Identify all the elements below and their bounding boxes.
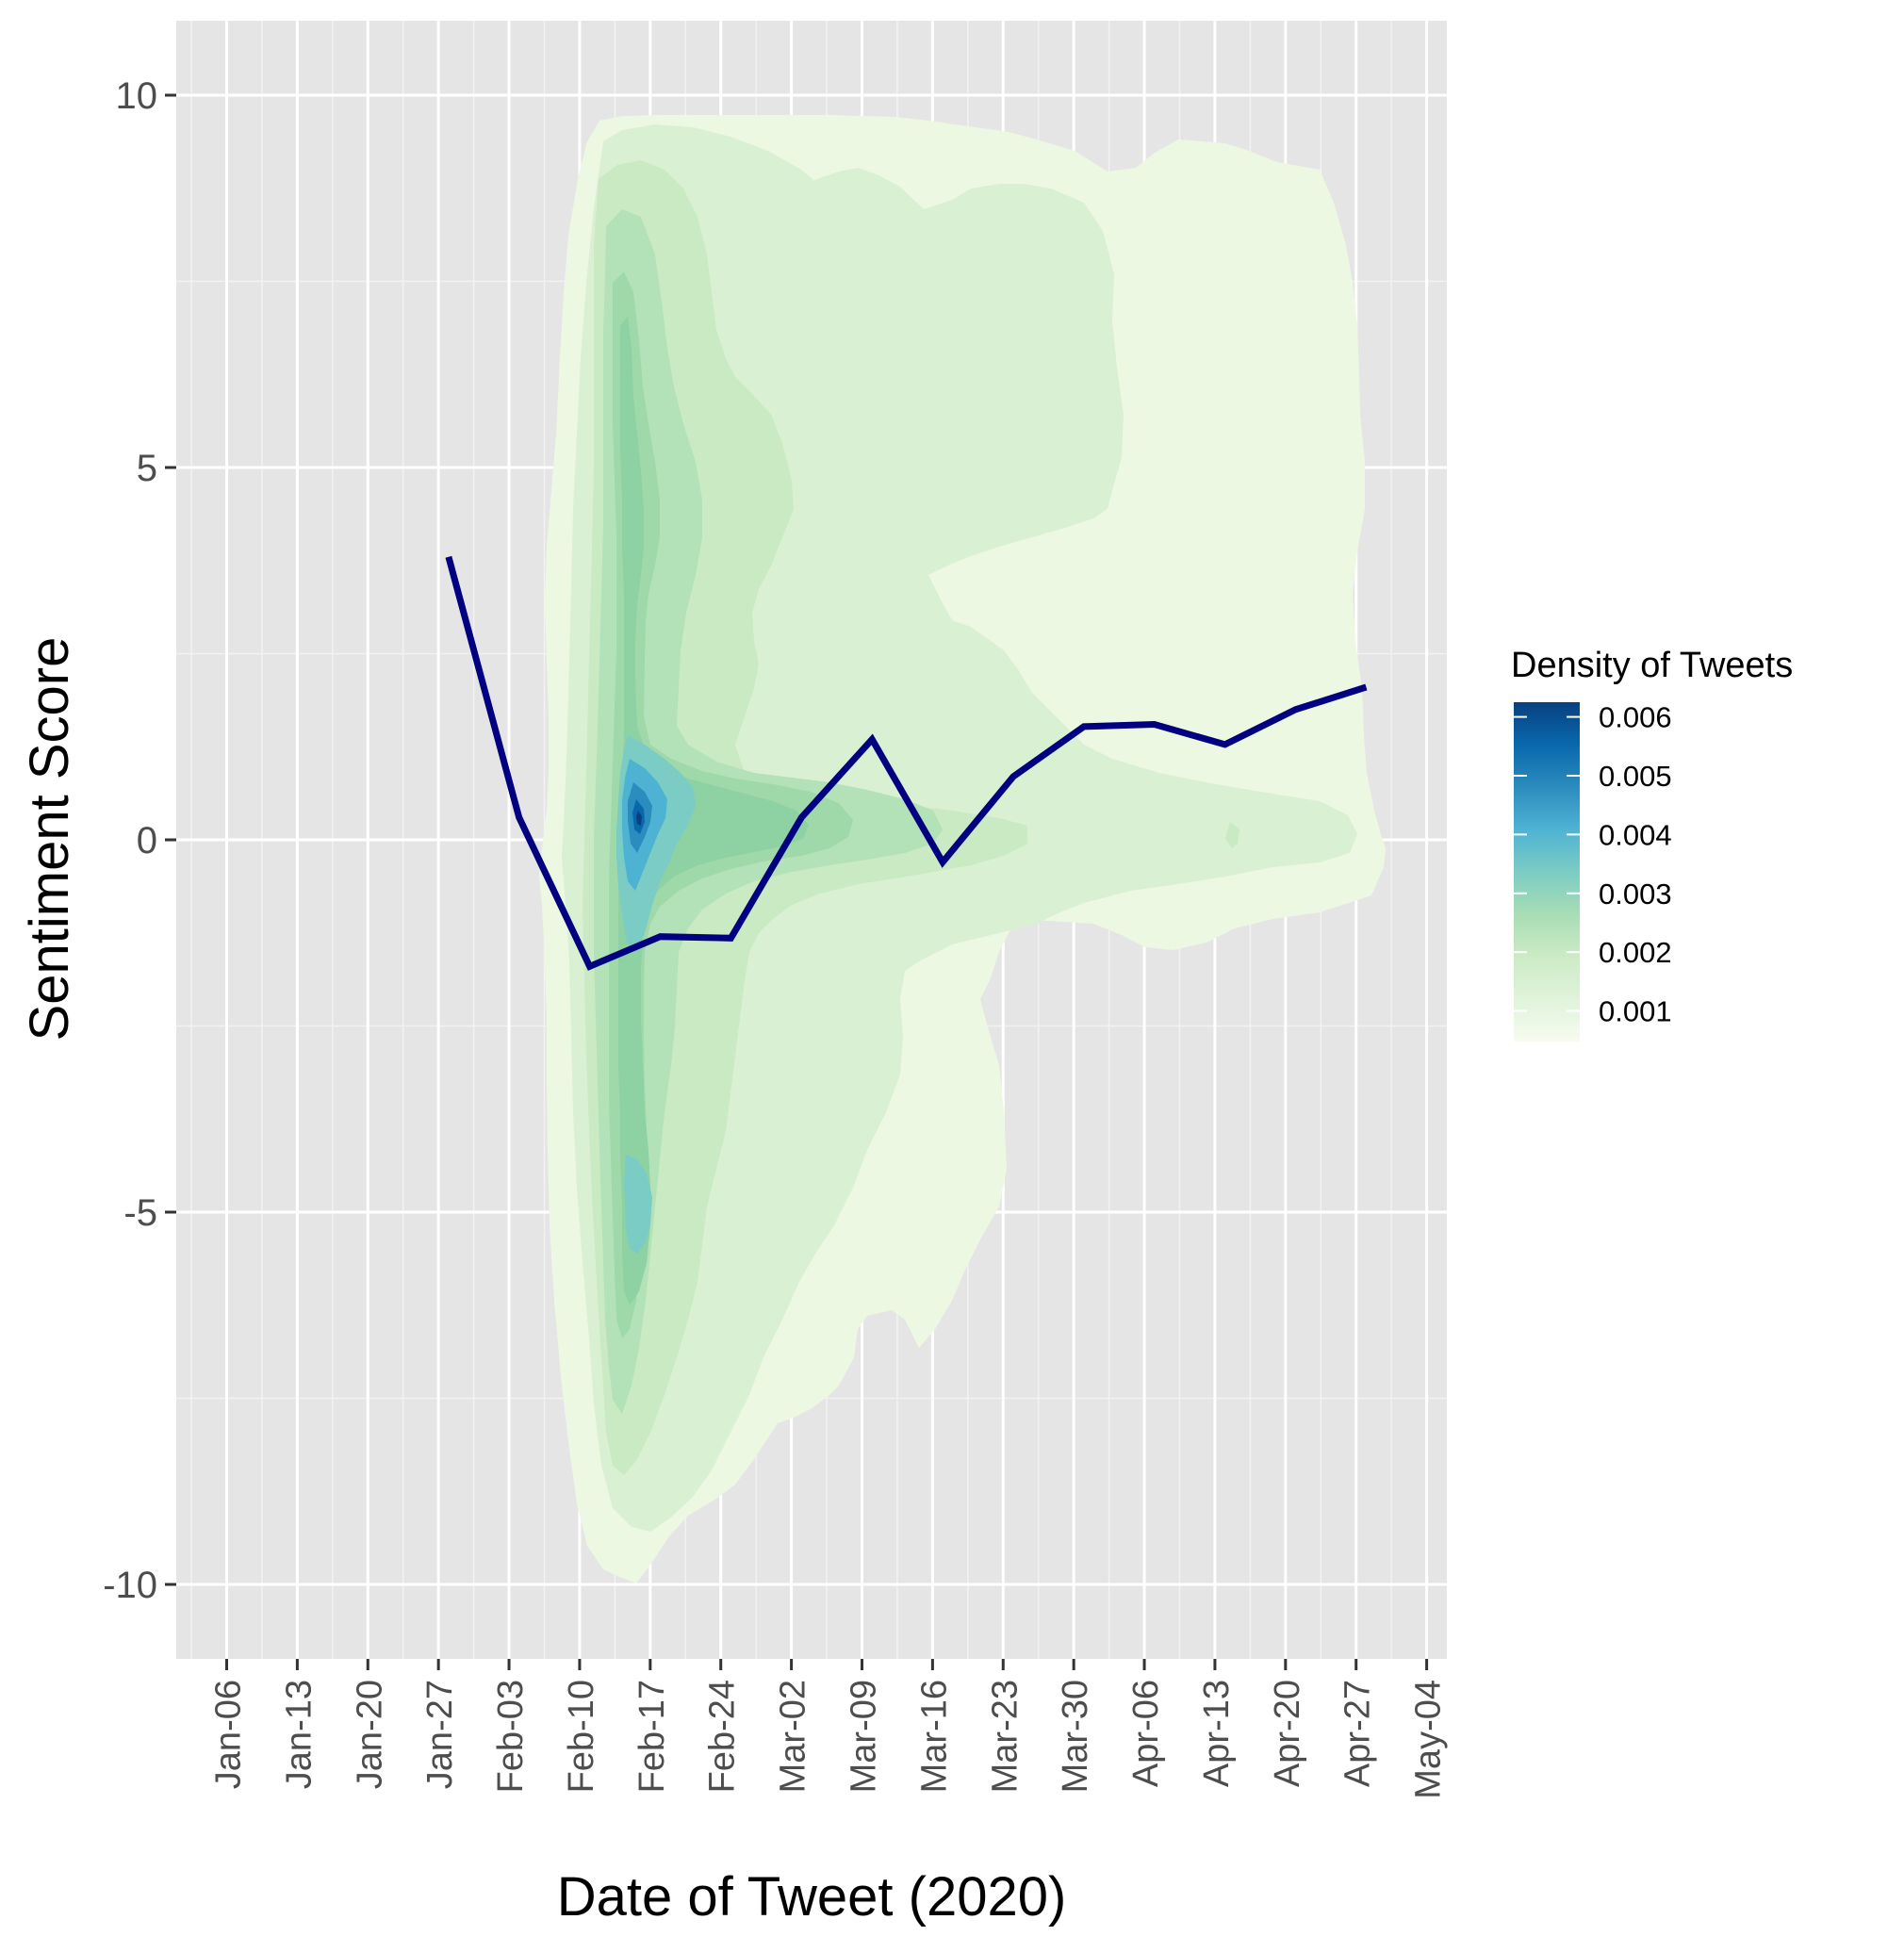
sentiment-line xyxy=(445,555,1368,971)
x-tick-label: Apr-20 xyxy=(1268,1680,1307,1787)
legend-tick-label: 0.003 xyxy=(1599,878,1672,911)
x-tick-label: Mar-16 xyxy=(914,1680,954,1793)
x-tick-label: Jan-06 xyxy=(208,1680,248,1789)
legend-tick-label: 0.006 xyxy=(1599,701,1672,734)
y-axis-title: Sentiment Score xyxy=(19,637,80,1042)
legend: Density of Tweets 0.0060.0050.0040.0030.… xyxy=(1511,646,1793,1042)
x-tick-label: Apr-27 xyxy=(1338,1680,1378,1787)
y-axis: 10 5 0 -5 -10 xyxy=(103,75,176,1606)
legend-tick-label: 0.001 xyxy=(1599,995,1672,1028)
y-tick-label: -10 xyxy=(103,1565,157,1606)
x-axis-title: Date of Tweet (2020) xyxy=(557,1866,1067,1928)
legend-colorbar xyxy=(1514,702,1580,1042)
x-tick-label: Mar-30 xyxy=(1056,1680,1095,1793)
legend-tick-label: 0.002 xyxy=(1599,936,1672,969)
x-tick-label: Mar-23 xyxy=(985,1680,1025,1793)
x-tick-label: Jan-27 xyxy=(420,1680,460,1789)
x-tick-label: Feb-10 xyxy=(562,1680,601,1793)
x-tick-label: Apr-13 xyxy=(1197,1680,1237,1787)
x-tick-label: May-04 xyxy=(1409,1680,1449,1799)
density-contours xyxy=(539,115,1386,1583)
density-level-7b xyxy=(624,1155,652,1254)
x-tick-label: Feb-24 xyxy=(703,1680,743,1793)
legend-ticks: 0.006 0.005 0.004 0.003 0.002 0.001 xyxy=(1514,701,1672,1028)
x-tick-label: Feb-03 xyxy=(491,1680,531,1793)
x-axis: Jan-06 Jan-13 Jan-20 Jan-27 Feb-03 Feb-10 Feb-… xyxy=(208,1659,1449,1799)
x-tick-label: Mar-02 xyxy=(774,1680,813,1793)
density-level-6 xyxy=(618,317,809,1305)
x-tick-label: Jan-20 xyxy=(350,1680,389,1789)
x-tick-label: Feb-17 xyxy=(632,1680,672,1793)
x-tick-label: Apr-06 xyxy=(1126,1680,1166,1787)
legend-tick-label: 0.004 xyxy=(1599,818,1672,851)
y-tick-label: 5 xyxy=(137,448,157,489)
legend-tick-label: 0.005 xyxy=(1599,760,1672,793)
x-tick-label: Jan-13 xyxy=(279,1680,319,1789)
legend-title: Density of Tweets xyxy=(1511,646,1793,685)
y-tick-label: 10 xyxy=(116,75,158,117)
density-level-11 xyxy=(636,811,642,826)
density-minor-island xyxy=(1225,822,1239,848)
y-tick-label: -5 xyxy=(123,1192,157,1234)
y-tick-label: 0 xyxy=(137,820,157,861)
x-tick-label: Mar-09 xyxy=(844,1680,883,1793)
